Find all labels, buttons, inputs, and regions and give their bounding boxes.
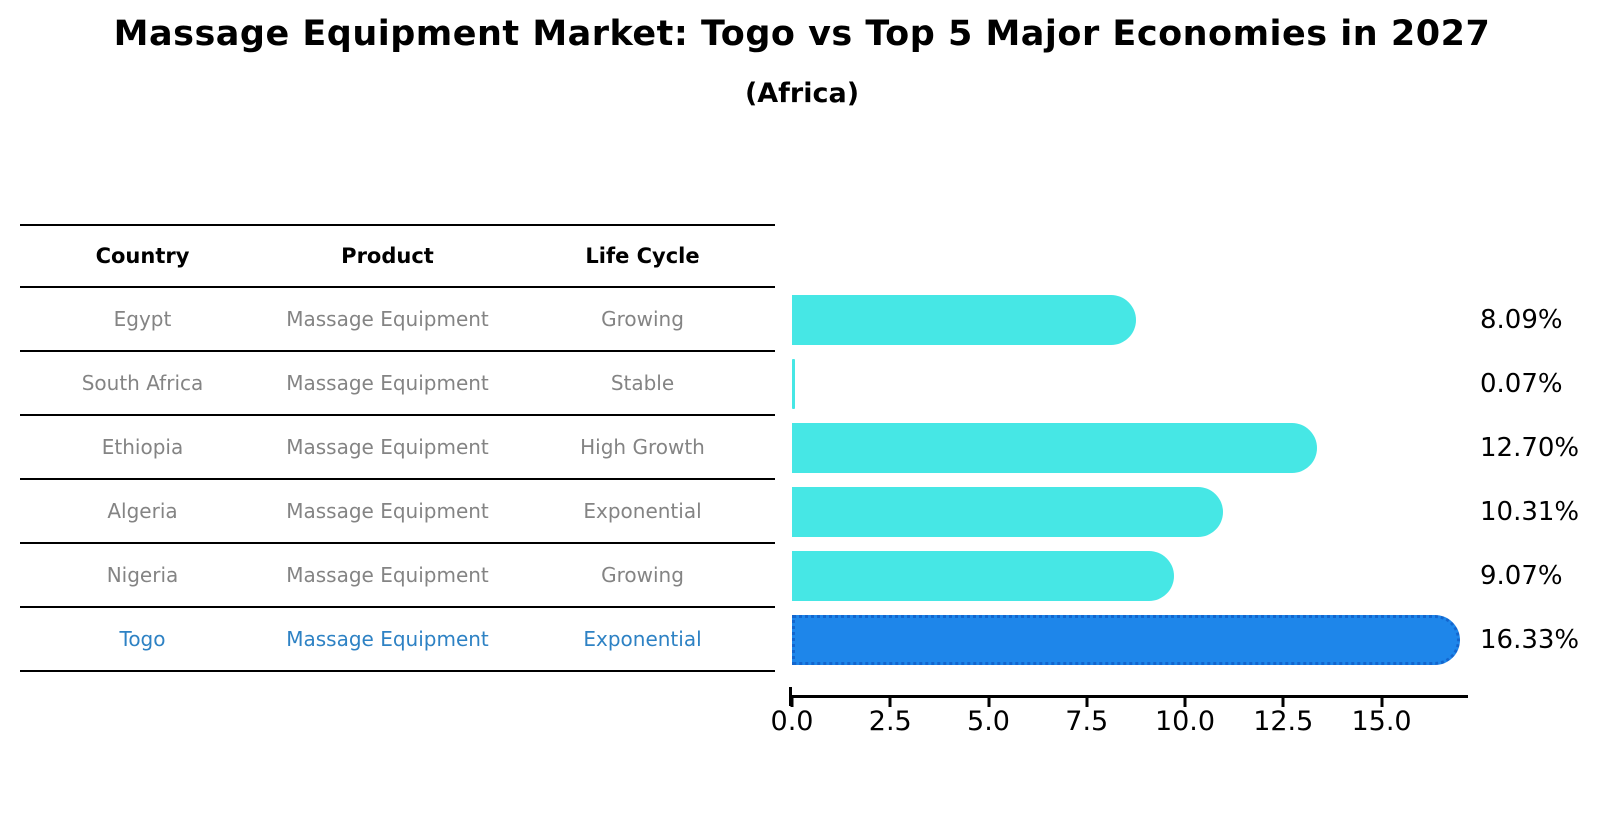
x-tick-label: 10.0 [1154,706,1216,737]
cell-country: Algeria [107,499,178,523]
x-tick-label: 7.5 [1065,706,1109,737]
bar-egypt [792,295,1136,345]
x-tick [888,698,892,707]
table-row: Ethiopia Massage Equipment High Growth [20,416,775,480]
value-label: 0.07% [1480,369,1563,399]
cell-life-cycle: Stable [610,371,675,395]
value-label: 10.31% [1480,497,1580,527]
x-axis-spine [789,695,1468,698]
cell-life-cycle: Exponential [583,499,702,523]
table-row: Algeria Massage Equipment Exponential [20,480,775,544]
x-tick [790,698,794,707]
x-tick [1281,698,1285,707]
x-axis-origin-tick [789,687,792,706]
x-tick-label: 5.0 [967,706,1010,737]
table-header-country: Country [95,244,190,268]
cell-life-cycle: High Growth [580,435,705,459]
cell-country: South Africa [81,371,204,395]
table-header-life-cycle: Life Cycle [585,244,700,268]
table-row: Egypt Massage Equipment Growing [20,288,775,352]
value-label: 12.70% [1480,433,1580,463]
comparison-table: Country Product Life Cycle Egypt Massage… [20,224,775,672]
x-tick [1380,698,1384,707]
bar-togo [792,615,1460,665]
table-row-togo: Togo Massage Equipment Exponential [20,608,775,672]
x-tick-label: 2.5 [868,706,912,737]
cell-product: Massage Equipment [286,499,489,523]
page-subtitle: (Africa) [744,78,860,109]
x-tick-label: 12.5 [1253,706,1314,737]
cell-country: Egypt [113,307,172,331]
cell-life-cycle: Growing [601,563,684,587]
cell-country: Togo [119,627,166,651]
cell-country: Ethiopia [101,435,184,459]
x-tick-label: 0.0 [770,706,814,737]
bar-south-africa [792,359,795,409]
cell-product: Massage Equipment [286,307,489,331]
value-label: 8.09% [1480,305,1563,335]
cell-product: Massage Equipment [286,627,489,651]
table-row: South Africa Massage Equipment Stable [20,352,775,416]
cell-product: Massage Equipment [286,563,489,587]
x-tick [987,698,990,707]
cell-country: Nigeria [106,563,179,587]
table-header-product: Product [341,244,434,268]
x-tick [1085,698,1089,707]
cell-product: Massage Equipment [286,435,489,459]
x-tick-label: 15.0 [1351,706,1412,737]
cell-product: Massage Equipment [286,371,489,395]
bar-nigeria [792,551,1175,601]
cell-life-cycle: Exponential [583,627,702,651]
table-row: Nigeria Massage Equipment Growing [20,544,775,608]
cell-life-cycle: Growing [601,307,684,331]
table-header-row: Country Product Life Cycle [20,224,775,288]
bar-ethiopia [792,423,1318,473]
page-title: Massage Equipment Market: Togo vs Top 5 … [113,14,1491,54]
value-label: 9.07% [1480,561,1563,591]
value-label: 16.33% [1480,625,1580,655]
x-tick [1183,698,1187,707]
bar-algeria [792,487,1224,537]
